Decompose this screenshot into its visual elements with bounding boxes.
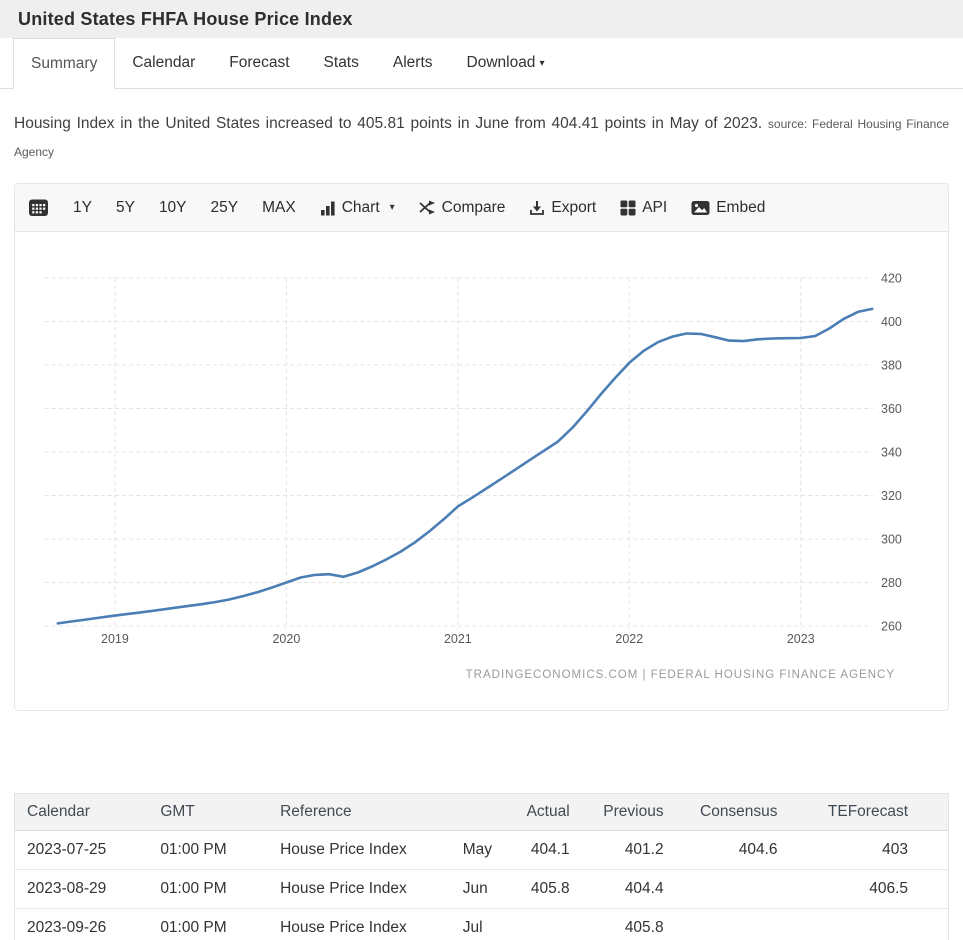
cell-consensus [676,870,790,909]
tab-calendar-label: Calendar [132,54,195,72]
range-25y-button[interactable]: 25Y [211,199,239,217]
cell-actual: 405.8 [506,870,582,909]
tab-alerts-label: Alerts [393,54,433,72]
download-icon [529,200,545,216]
svg-text:340: 340 [881,446,902,460]
chart-type-dropdown[interactable]: Chart ▾ [320,199,395,217]
tab-stats-label: Stats [324,54,359,72]
svg-text:360: 360 [881,402,902,416]
cell-calendar: 2023-08-29 [15,870,149,909]
chart-toolbar: 1Y 5Y 10Y 25Y MAX Chart ▾ Compare [15,184,948,232]
cell-consensus [676,909,790,940]
date-range-picker-button[interactable] [28,197,49,218]
embed-button[interactable]: Embed [691,199,765,217]
cell-teforecast: 406.5 [790,870,949,909]
grid-icon [620,200,636,216]
price-line-chart[interactable]: TRADINGECONOMICS.COM | FEDERAL HOUSING F… [15,232,948,710]
range-1y-button[interactable]: 1Y [73,199,92,217]
tab-strip: Summary Calendar Forecast Stats Alerts D… [0,38,963,89]
api-button[interactable]: API [620,199,667,217]
svg-text:280: 280 [881,576,902,590]
page-title: United States FHFA House Price Index [18,9,353,30]
col-header-calendar: Calendar [15,794,149,831]
chevron-down-icon: ▾ [539,58,544,69]
col-header-previous: Previous [582,794,676,831]
cell-previous: 404.4 [582,870,676,909]
calendar-table: Calendar GMT Reference Actual Previous C… [14,793,949,940]
svg-text:2020: 2020 [272,632,300,646]
svg-text:2022: 2022 [615,632,643,646]
tab-summary-label: Summary [31,55,97,73]
table-header-row: Calendar GMT Reference Actual Previous C… [15,794,949,831]
compare-button[interactable]: Compare [419,199,506,217]
svg-text:2023: 2023 [787,632,815,646]
cell-previous: 405.8 [582,909,676,940]
title-bar: United States FHFA House Price Index [0,0,963,38]
svg-text:2021: 2021 [444,632,472,646]
svg-text:420: 420 [881,272,902,286]
svg-text:380: 380 [881,359,902,373]
tab-calendar[interactable]: Calendar [115,38,212,88]
tab-stats[interactable]: Stats [307,38,376,88]
range-max-button[interactable]: MAX [262,199,296,217]
table-row[interactable]: 2023-09-26 01:00 PM House Price Index Ju… [15,909,949,940]
bar-chart-icon [320,200,336,216]
image-icon [691,200,710,216]
tab-forecast-label: Forecast [229,54,289,72]
col-header-actual: Actual [506,794,582,831]
svg-text:400: 400 [881,315,902,329]
summary-text: Housing Index in the United States incre… [14,115,762,132]
svg-text:2019: 2019 [101,632,129,646]
cell-calendar: 2023-07-25 [15,831,149,870]
chart-watermark: TRADINGECONOMICS.COM | FEDERAL HOUSING F… [466,669,895,681]
table-row[interactable]: 2023-08-29 01:00 PM House Price Index Ju… [15,870,949,909]
shuffle-icon [419,200,436,215]
col-header-period [451,794,506,831]
svg-text:300: 300 [881,533,902,547]
chevron-down-icon: ▾ [390,202,395,213]
cell-teforecast: 403 [790,831,949,870]
cell-gmt: 01:00 PM [148,909,268,940]
range-10y-button[interactable]: 10Y [159,199,187,217]
col-header-teforecast: TEForecast [790,794,949,831]
cell-reference: House Price Index [268,870,451,909]
cell-reference: House Price Index [268,909,451,940]
cell-period: Jun [451,870,506,909]
export-label: Export [551,199,596,217]
tab-summary[interactable]: Summary [13,38,115,89]
cell-period: May [451,831,506,870]
range-5y-button[interactable]: 5Y [116,199,135,217]
cell-previous: 401.2 [582,831,676,870]
cell-reference: House Price Index [268,831,451,870]
chart-card: 1Y 5Y 10Y 25Y MAX Chart ▾ Compare [14,183,949,711]
summary-description: Housing Index in the United States incre… [14,110,949,166]
cell-consensus: 404.6 [676,831,790,870]
tab-alerts[interactable]: Alerts [376,38,450,88]
svg-text:260: 260 [881,620,902,634]
api-label: API [642,199,667,217]
col-header-gmt: GMT [148,794,268,831]
col-header-reference: Reference [268,794,451,831]
embed-label: Embed [716,199,765,217]
export-button[interactable]: Export [529,199,596,217]
cell-actual [506,909,582,940]
tab-download[interactable]: Download ▾ [450,38,562,88]
cell-teforecast [790,909,949,940]
table-row[interactable]: 2023-07-25 01:00 PM House Price Index Ma… [15,831,949,870]
cell-period: Jul [451,909,506,940]
tab-download-label: Download [467,54,536,72]
svg-text:320: 320 [881,489,902,503]
calendar-icon [28,197,49,218]
cell-gmt: 01:00 PM [148,831,268,870]
cell-actual: 404.1 [506,831,582,870]
col-header-consensus: Consensus [676,794,790,831]
cell-gmt: 01:00 PM [148,870,268,909]
chart-type-label: Chart [342,199,380,217]
tab-forecast[interactable]: Forecast [212,38,306,88]
cell-calendar: 2023-09-26 [15,909,149,940]
compare-label: Compare [442,199,506,217]
